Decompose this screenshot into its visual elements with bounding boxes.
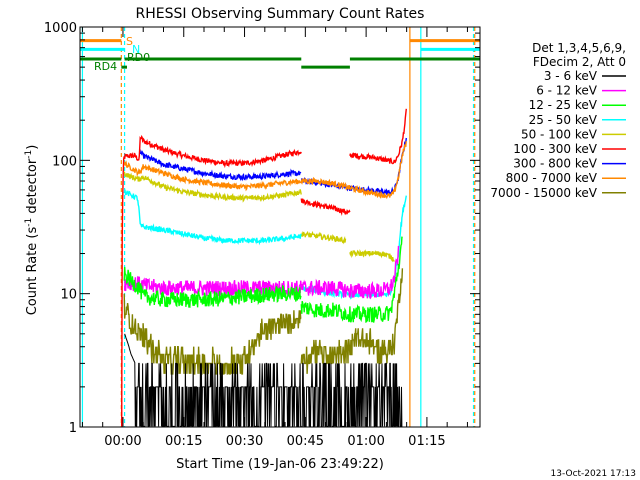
chart-title: RHESSI Observing Summary Count Rates xyxy=(136,6,425,22)
x-tick-label-1: 00:15 xyxy=(165,434,202,449)
legend: Det 1,3,4,5,6,9, FDecim 2, Att 0 3 - 6 k… xyxy=(490,41,626,200)
series-12-25kev xyxy=(123,236,403,324)
series-path-6-1 xyxy=(300,236,403,324)
series-path-0-0 xyxy=(121,134,302,427)
y-tick-label-1: 10 xyxy=(60,288,77,303)
flag-label-s: S xyxy=(126,35,133,48)
flag-bar-layer xyxy=(80,39,480,69)
legend-label-0: 3 - 6 keV xyxy=(544,69,598,83)
legend-label-5: 100 - 300 keV xyxy=(513,142,597,156)
legend-label-7: 800 - 7000 keV xyxy=(506,171,598,185)
legend-header-decimation: FDecim 2, Att 0 xyxy=(533,55,626,69)
series-path-8-0 xyxy=(124,333,302,427)
legend-label-6: 300 - 800 keV xyxy=(513,157,597,171)
plot-frame xyxy=(79,26,481,428)
flag-label-rd0: RD0 xyxy=(127,51,150,64)
y-tick-label-2: 100 xyxy=(52,154,77,169)
x-tick-label-0: 00:00 xyxy=(104,434,141,449)
y-tick-label-0: 1 xyxy=(69,421,77,436)
y-axis-label-sup2: -1 xyxy=(24,150,34,159)
series-path-1-0 xyxy=(139,149,302,182)
series-100-300kev xyxy=(121,108,407,427)
y-axis-label-part3: ) xyxy=(25,145,40,150)
footer-date: 13-Oct-2021 17:13 xyxy=(551,469,636,479)
y-axis-label-part2: detector xyxy=(25,158,40,218)
series-path-3-1 xyxy=(300,230,347,245)
series-path-1-1 xyxy=(301,137,407,196)
x-tick-label-4: 01:00 xyxy=(347,434,384,449)
flag-label-n: N xyxy=(132,43,140,56)
legend-label-4: 50 - 100 keV xyxy=(521,127,598,141)
vline-layer xyxy=(81,27,476,427)
x-tick-label-5: 01:15 xyxy=(408,434,445,449)
series-path-7-1 xyxy=(300,268,404,374)
y-axis-label-sup1: -1 xyxy=(24,218,34,227)
series-800-7000kev xyxy=(123,141,407,200)
y-axis-label: Count Rate (s-1 detector-1) xyxy=(24,145,40,316)
legend-label-1: 6 - 12 keV xyxy=(536,84,598,98)
y-tick-label-3: 1000 xyxy=(44,21,77,36)
series-300-800kev xyxy=(139,137,407,196)
x-tick-label-3: 00:45 xyxy=(287,434,324,449)
series-path-5-1 xyxy=(300,245,400,300)
legend-label-3: 25 - 50 keV xyxy=(529,113,598,127)
series-25-50kev xyxy=(123,189,407,300)
series-path-3-2 xyxy=(349,249,395,263)
series-path-0-2 xyxy=(349,108,407,165)
series-7000-15000kev xyxy=(123,268,404,375)
y-axis-label-part1: Count Rate (s xyxy=(25,227,40,316)
series-50-100kev xyxy=(123,171,395,263)
series-path-2-0 xyxy=(123,141,407,200)
series-path-8-1 xyxy=(301,362,403,427)
x-tick-label-2: 00:30 xyxy=(226,434,263,449)
flag-label-layer: S N RD0 RD4 xyxy=(94,35,150,73)
series-path-3-0 xyxy=(123,171,302,203)
series-3-6kev xyxy=(124,333,403,427)
series-path-7-0 xyxy=(123,293,302,375)
series-path-0-1 xyxy=(300,198,351,216)
legend-label-2: 12 - 25 keV xyxy=(529,98,598,112)
y-tick-layer: 1 10 100 1000 xyxy=(44,21,480,436)
series-path-4-0 xyxy=(123,189,302,246)
series-path-6-0 xyxy=(123,266,302,309)
x-axis-label: Start Time (19-Jan-06 23:49:22) xyxy=(176,457,384,472)
legend-label-8: 7000 - 15000 keV xyxy=(490,186,597,200)
flag-label-rd4: RD4 xyxy=(94,60,117,73)
legend-header-detectors: Det 1,3,4,5,6,9, xyxy=(532,41,626,55)
series-layer xyxy=(121,108,407,427)
x-tick-layer: 00:00 00:15 00:30 00:45 01:00 01:15 xyxy=(81,27,468,449)
